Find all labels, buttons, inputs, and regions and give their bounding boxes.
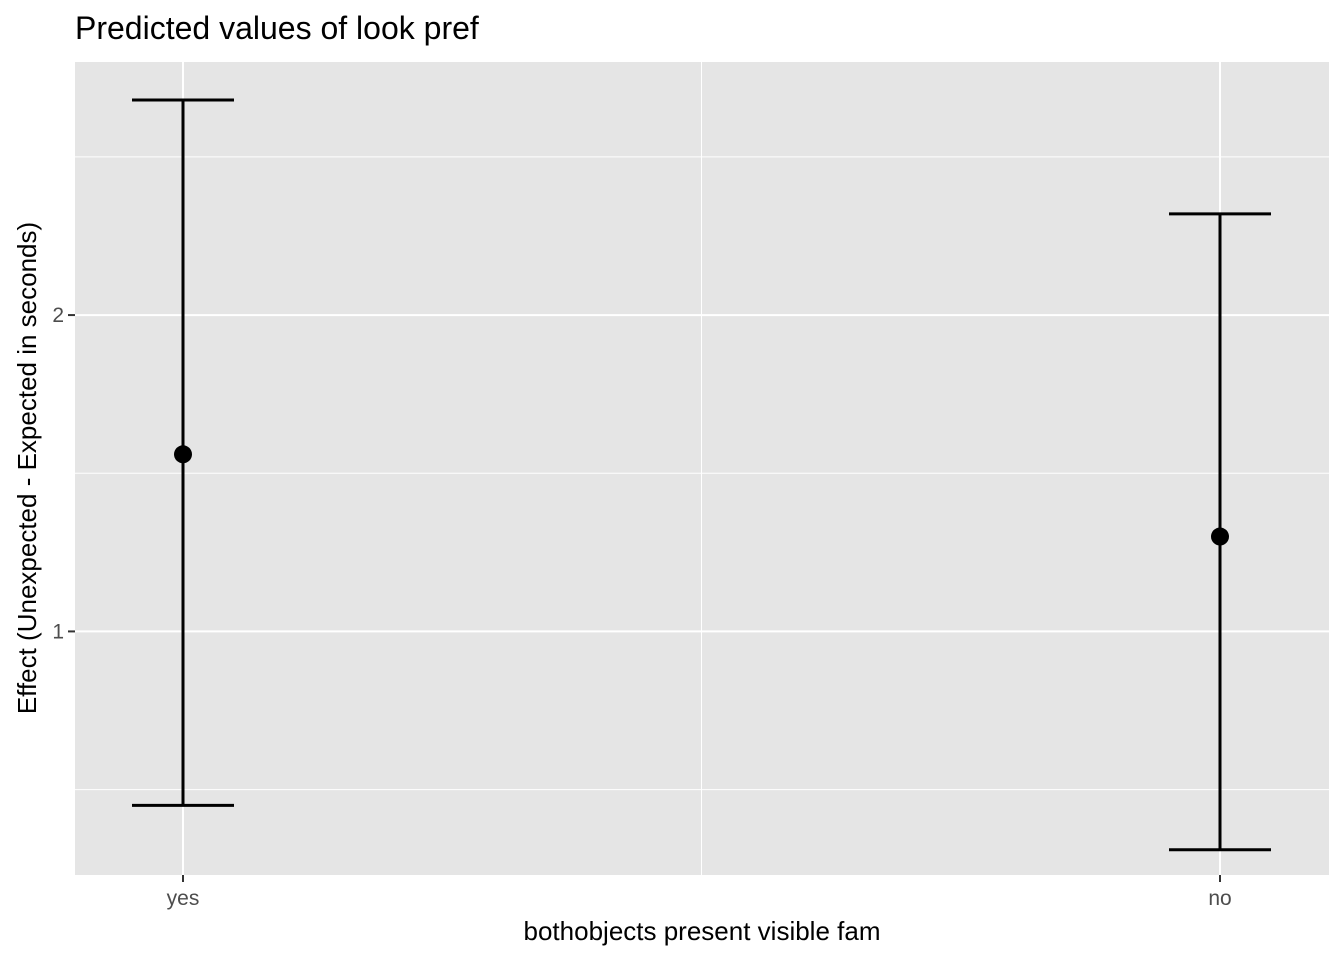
chart-title: Predicted values of look pref: [75, 10, 479, 46]
mark-layer: [132, 98, 1271, 852]
point-no: [1211, 527, 1229, 546]
point-yes: [174, 445, 192, 464]
x-tick-label-no: no: [1208, 887, 1231, 910]
x-axis-label: bothobjects present visible fam: [524, 916, 881, 946]
x-tick-label-yes: yes: [167, 887, 200, 910]
y-tick-label-0: 1: [52, 620, 64, 643]
axis-layer: 1 2 yes no: [52, 304, 1231, 910]
y-axis-label: Effect (Unexpected - Expected in seconds…: [12, 222, 42, 714]
y-tick-label-1: 2: [52, 304, 64, 327]
